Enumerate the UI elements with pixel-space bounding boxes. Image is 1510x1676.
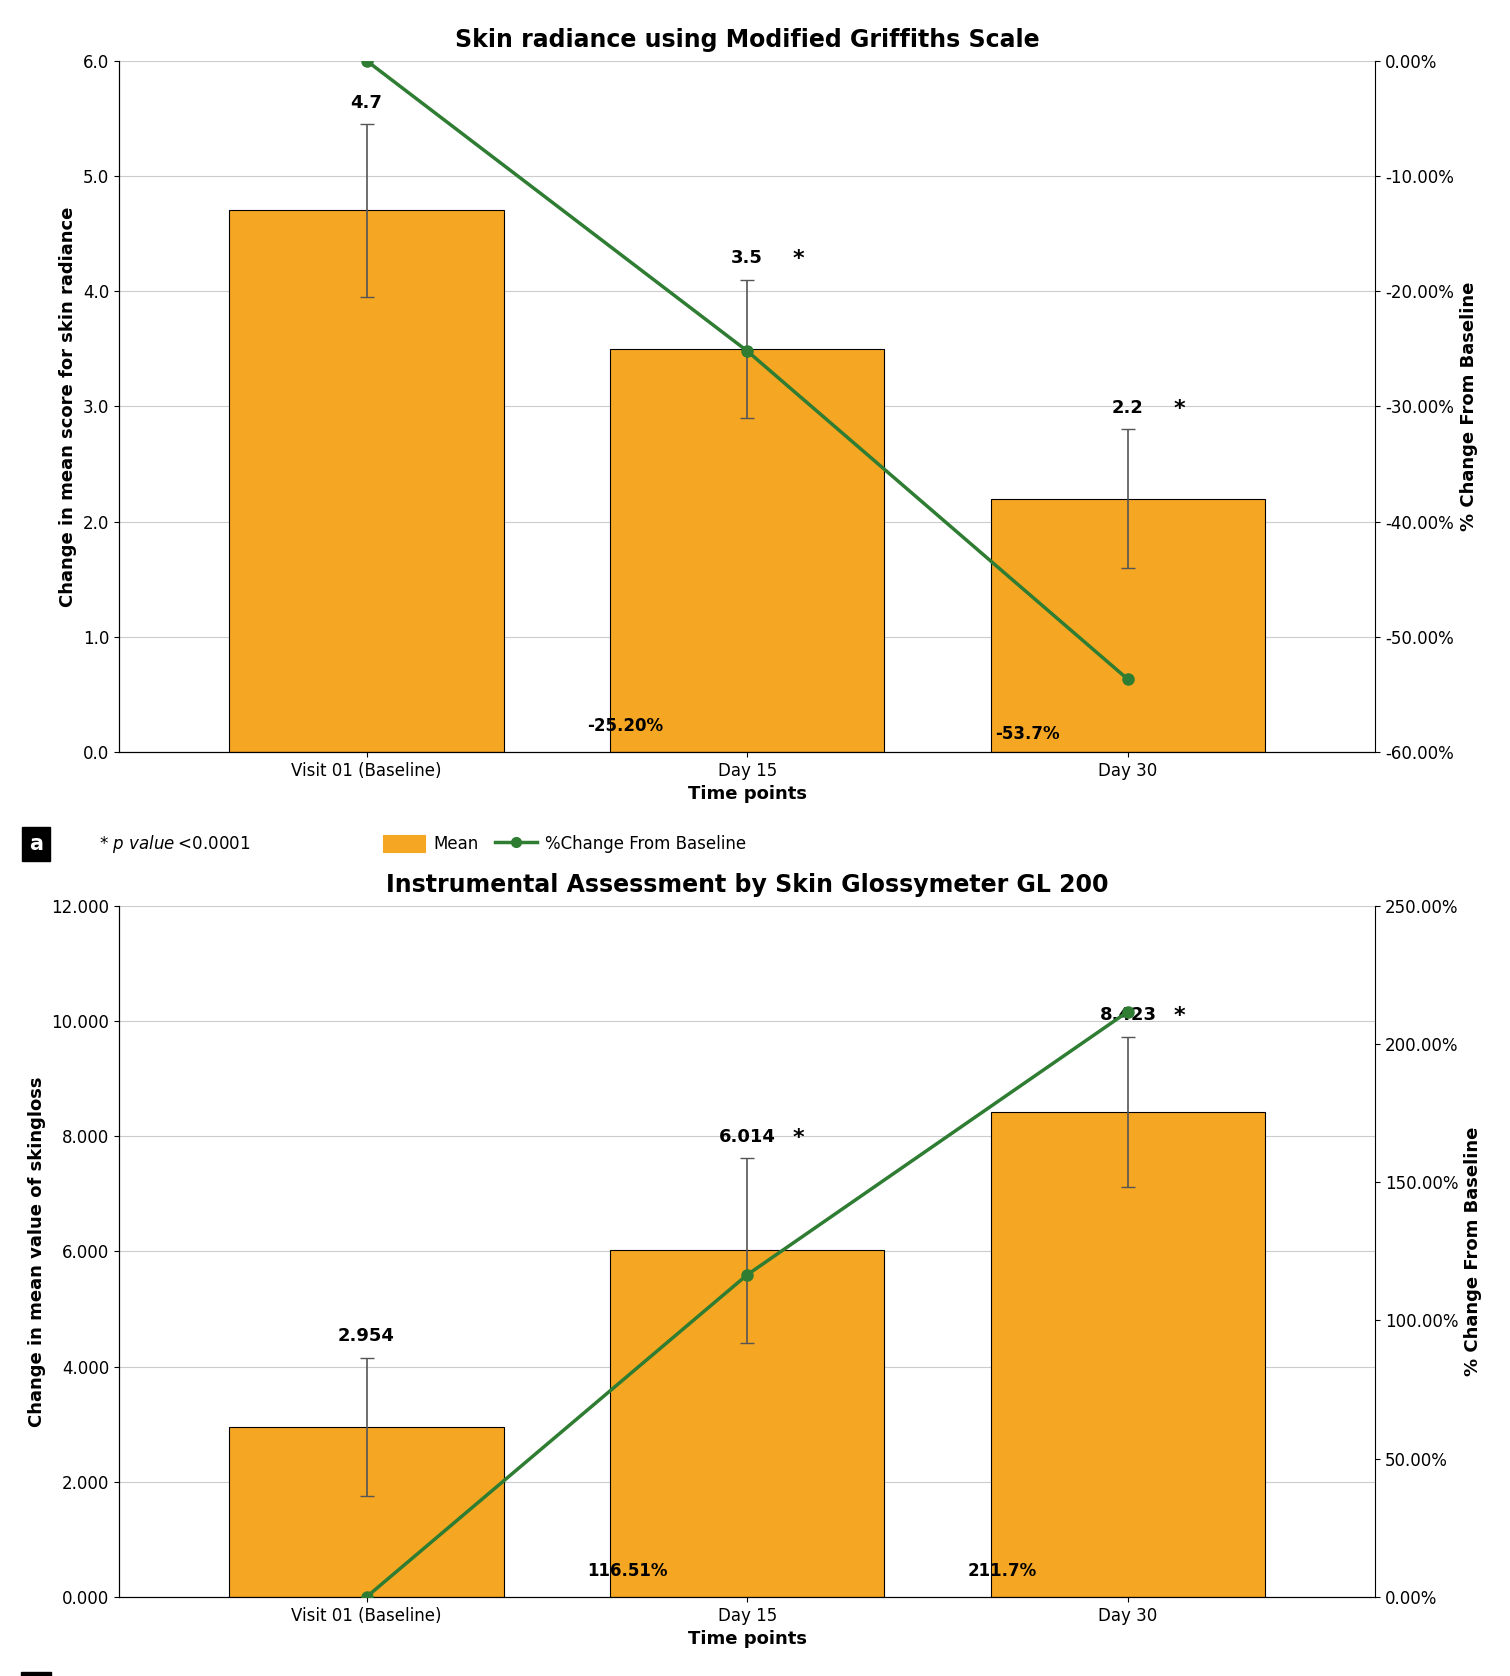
- Text: 4.7: 4.7: [350, 94, 382, 112]
- Text: -53.7%: -53.7%: [995, 724, 1060, 742]
- Legend: Mean, %Change From Baseline: Mean, %Change From Baseline: [376, 828, 753, 860]
- X-axis label: Time points: Time points: [687, 1631, 806, 1648]
- Text: *: *: [1173, 399, 1185, 419]
- Bar: [991, 498, 1265, 753]
- Text: 8.423: 8.423: [1099, 1006, 1157, 1024]
- Y-axis label: % Change From Baseline: % Change From Baseline: [1460, 282, 1478, 531]
- Bar: [610, 349, 885, 753]
- Title: Skin radiance using Modified Griffiths Scale: Skin radiance using Modified Griffiths S…: [455, 28, 1039, 52]
- Text: 2.954: 2.954: [338, 1327, 396, 1346]
- Text: 3.5: 3.5: [731, 250, 763, 266]
- Y-axis label: Change in mean score for skin radiance: Change in mean score for skin radiance: [59, 206, 77, 607]
- Text: 2.2: 2.2: [1111, 399, 1145, 417]
- Text: a: a: [29, 835, 42, 855]
- Y-axis label: Change in mean value of skingloss: Change in mean value of skingloss: [27, 1076, 45, 1426]
- Bar: [230, 1426, 504, 1597]
- Bar: [991, 1111, 1265, 1597]
- X-axis label: Time points: Time points: [687, 786, 806, 803]
- Text: 116.51%: 116.51%: [587, 1562, 667, 1580]
- Text: *: *: [793, 1128, 805, 1148]
- Bar: [610, 1250, 885, 1597]
- Legend: Mean, %Change From Baseline: Mean, %Change From Baseline: [376, 1673, 753, 1676]
- Text: 6.014: 6.014: [719, 1128, 776, 1146]
- Text: 211.7%: 211.7%: [968, 1562, 1037, 1580]
- Bar: [230, 211, 504, 753]
- Text: $*\ p\ value <\!0.0001$: $*\ p\ value <\!0.0001$: [100, 833, 251, 855]
- Y-axis label: % Change From Baseline: % Change From Baseline: [1465, 1126, 1483, 1376]
- Text: -25.20%: -25.20%: [587, 717, 663, 734]
- Text: *: *: [1173, 1006, 1185, 1026]
- Text: *: *: [793, 250, 805, 270]
- Title: Instrumental Assessment by Skin Glossymeter GL 200: Instrumental Assessment by Skin Glossyme…: [387, 873, 1108, 897]
